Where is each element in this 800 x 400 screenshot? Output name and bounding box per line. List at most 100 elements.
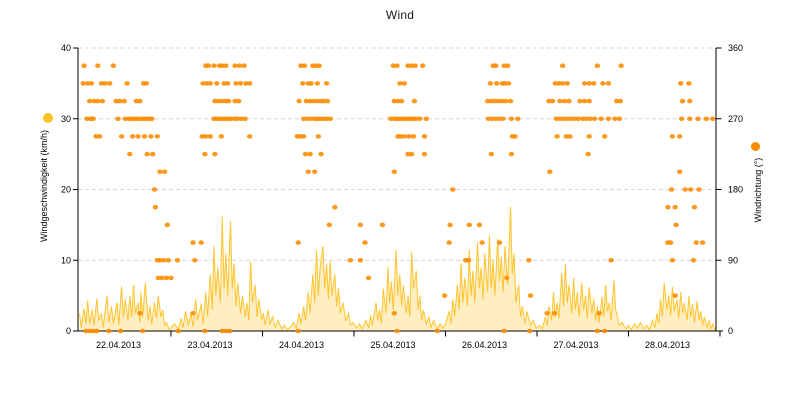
- wind-direction-dot: [505, 63, 511, 68]
- wind-direction-dot: [479, 240, 485, 245]
- wind-direction-dot: [219, 98, 225, 104]
- y-left-tick-label: 0: [66, 326, 71, 336]
- wind-direction-dot: [232, 98, 238, 104]
- wind-direction-dot: [150, 151, 156, 157]
- wind-direction-dot: [175, 328, 181, 334]
- wind-direction-dot: [144, 151, 150, 157]
- wind-direction-dot: [91, 98, 97, 104]
- wind-direction-dot: [85, 81, 91, 86]
- chart-title: Wind: [385, 8, 415, 22]
- wind-direction-dot: [673, 222, 679, 228]
- wind-direction-dot: [682, 187, 688, 192]
- y-left-tick-label: 10: [61, 255, 71, 265]
- wind-direction-dot: [316, 63, 322, 68]
- wind-speed-line: [79, 206, 717, 331]
- wind-direction-dot: [586, 134, 592, 139]
- wind-direction-dot: [295, 328, 301, 334]
- wind-direction-dot: [137, 98, 143, 104]
- wind-direction-dot: [237, 81, 244, 86]
- wind-direction-dot: [549, 98, 556, 104]
- wind-direction-dot: [602, 328, 608, 334]
- wind-direction-dot: [81, 63, 87, 68]
- wind-direction-dot: [492, 98, 498, 104]
- wind-direction-dot: [236, 98, 242, 104]
- wind-direction-dot: [159, 275, 165, 281]
- x-date-label: 25.04.2013: [370, 340, 415, 350]
- wind-direction-dot: [124, 81, 130, 86]
- wind-speed-legend-dot: [43, 113, 53, 123]
- wind-direction-dot: [225, 81, 231, 86]
- wind-direction-dot: [307, 151, 313, 157]
- wind-direction-dot: [200, 81, 206, 86]
- wind-direction-dot: [233, 81, 239, 86]
- wind-direction-dot: [95, 63, 101, 68]
- wind-direction-dot: [598, 116, 604, 122]
- wind-direction-dot: [347, 258, 353, 263]
- wind-speed-area: [79, 206, 717, 331]
- wind-direction-dot: [447, 222, 453, 228]
- wind-direction-dot: [110, 63, 117, 68]
- wind-direction-dot: [143, 81, 149, 86]
- wind-direction-dot: [526, 258, 532, 263]
- wind-direction-dot: [559, 81, 566, 86]
- wind-direction-dot: [408, 63, 415, 68]
- x-date-label: 28.04.2013: [645, 340, 690, 350]
- wind-direction-dot: [308, 81, 314, 86]
- wind-direction-dot: [314, 98, 321, 104]
- wind-direction-dot: [554, 134, 560, 139]
- wind-direction-dot: [298, 63, 304, 68]
- wind-direction-dot: [581, 81, 588, 86]
- wind-direction-dot: [379, 222, 386, 228]
- wind-direction-dot: [357, 222, 364, 228]
- wind-direction-dot: [546, 98, 552, 104]
- wind-direction-dot: [476, 222, 483, 228]
- wind-direction-dot: [508, 116, 515, 122]
- wind-direction-dot: [218, 134, 224, 139]
- wind-direction-dot: [493, 63, 499, 68]
- wind-direction-dot: [690, 258, 697, 263]
- wind-direction-dot: [134, 116, 140, 122]
- wind-direction-dot: [133, 98, 139, 104]
- wind-direction-dot: [207, 134, 213, 139]
- wind-direction-dot: [571, 116, 578, 122]
- wind-direction-dot: [395, 98, 401, 104]
- wind-direction-dot: [499, 98, 505, 104]
- wind-direction-dot: [235, 116, 241, 122]
- wind-direction-dot: [412, 63, 418, 68]
- wind-direction-dot: [99, 98, 106, 104]
- wind-direction-dot: [421, 134, 428, 139]
- wind-direction-dot: [591, 116, 598, 122]
- wind-direction-dot: [154, 134, 160, 139]
- y-right-tick-label: 270: [728, 114, 743, 124]
- wind-direction-dot: [390, 63, 396, 68]
- wind-direction-dot: [496, 240, 503, 245]
- wind-direction-dot: [515, 116, 521, 122]
- wind-direction-dot: [80, 81, 86, 86]
- wind-direction-dot: [553, 116, 559, 122]
- wind-direction-dot: [165, 258, 171, 263]
- wind-direction-dot: [394, 63, 400, 68]
- wind-direction-dot: [135, 134, 141, 139]
- wind-direction-dot: [527, 328, 533, 334]
- wind-direction-dot: [423, 116, 429, 122]
- wind-direction-dot: [561, 98, 568, 104]
- wind-direction-dot: [324, 98, 331, 104]
- wind-direction-dot: [301, 134, 307, 139]
- wind-direction-dot: [161, 169, 168, 175]
- wind-direction-dot: [232, 63, 238, 68]
- wind-direction-dot: [566, 98, 572, 104]
- wind-direction-dot: [613, 98, 620, 104]
- wind-direction-dot: [527, 293, 534, 298]
- wind-direction-dot: [84, 116, 90, 122]
- wind-direction-dot: [411, 98, 418, 104]
- wind-direction-dot: [587, 116, 593, 122]
- wind-direction-dot: [551, 311, 558, 316]
- wind-direction-dot: [672, 204, 678, 210]
- wind-direction-dot: [115, 116, 121, 122]
- wind-direction-dot: [668, 187, 675, 192]
- wind-direction-dot: [205, 63, 212, 68]
- wind-direction-dot: [168, 275, 174, 281]
- wind-direction-dot: [149, 116, 155, 122]
- wind-direction-dot: [212, 151, 218, 157]
